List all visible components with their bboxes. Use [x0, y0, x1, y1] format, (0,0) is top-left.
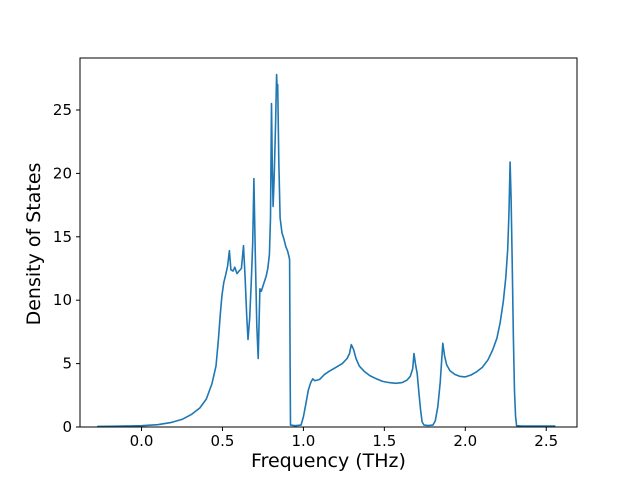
y-tick-label: 10	[53, 291, 72, 309]
y-axis-label: Density of States	[23, 162, 45, 326]
y-tick-label: 5	[62, 355, 72, 373]
y-tick-label: 0	[62, 418, 72, 436]
y-tick-label: 25	[53, 101, 72, 119]
x-tick-label: 1.5	[372, 432, 396, 450]
x-tick-label: 0.5	[211, 432, 235, 450]
y-tick-label: 15	[53, 228, 72, 246]
x-tick-label: 2.0	[453, 432, 477, 450]
x-axis-label: Frequency (THz)	[251, 450, 406, 472]
x-tick-label: 0.0	[130, 432, 154, 450]
x-tick-label: 1.0	[291, 432, 315, 450]
dos-curve	[97, 73, 556, 428]
y-tick-label: 20	[53, 164, 72, 182]
axes-frame	[79, 57, 578, 428]
x-tick-label: 2.5	[534, 432, 558, 450]
